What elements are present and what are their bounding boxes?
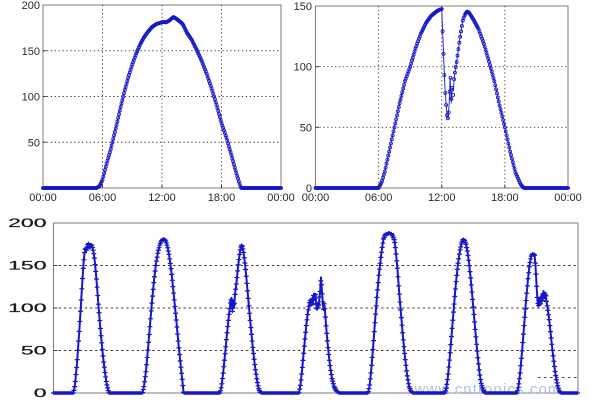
svg-text:12:00: 12:00 [148,192,176,204]
svg-text:06:00: 06:00 [89,192,117,204]
svg-text:50: 50 [28,137,40,149]
svg-text:50: 50 [300,122,312,134]
svg-text:100: 100 [294,62,312,74]
svg-text:0: 0 [34,387,47,400]
svg-text:200: 200 [22,0,40,12]
svg-text:200: 200 [8,217,46,230]
svg-text:00:00: 00:00 [554,192,582,204]
svg-text:0: 0 [306,183,312,195]
svg-text:150: 150 [294,1,312,13]
svg-text:www.cntronics.com: www.cntronics.com [413,381,561,398]
svg-text:18:00: 18:00 [491,192,519,204]
svg-text:06:00: 06:00 [365,192,393,204]
svg-text:12:00: 12:00 [428,192,456,204]
svg-text:100: 100 [8,302,46,315]
svg-text:150: 150 [22,46,40,58]
svg-text:150: 150 [8,260,46,273]
svg-text:00:00: 00:00 [29,192,57,204]
svg-text:50: 50 [21,345,47,358]
svg-text:18:00: 18:00 [208,192,236,204]
svg-text:00:00: 00:00 [267,192,295,204]
svg-text:00:00: 00:00 [302,192,330,204]
svg-text:100: 100 [22,92,40,104]
